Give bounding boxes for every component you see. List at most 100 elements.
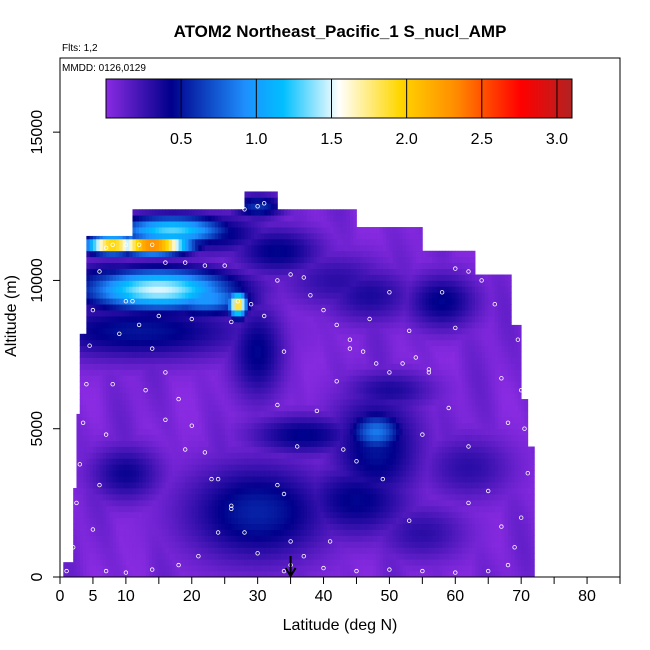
heatmap-cell [204, 339, 209, 347]
heatmap-cell [237, 262, 242, 269]
heatmap-cell [264, 541, 268, 548]
heatmap-cell [320, 357, 324, 364]
heatmap-cell [191, 553, 196, 560]
heatmap-cell [139, 410, 143, 418]
heatmap-cell [172, 446, 176, 453]
heatmap-cell [270, 523, 275, 530]
heatmap-cell [323, 369, 328, 376]
heatmap-cell [234, 286, 239, 293]
heatmap-cell [244, 511, 249, 519]
heatmap-cell [99, 434, 104, 441]
heatmap-cell [293, 250, 298, 258]
heatmap-cell [257, 298, 262, 305]
heatmap-cell [129, 488, 133, 495]
heatmap-cell [303, 393, 308, 400]
heatmap-cell [79, 547, 84, 554]
heatmap-cell [122, 274, 127, 281]
heatmap-cell [218, 571, 222, 577]
heatmap-cell [264, 333, 268, 341]
heatmap-cell [102, 381, 107, 388]
heatmap-cell [284, 517, 288, 525]
heatmap-cell [280, 541, 285, 548]
heatmap-cell [307, 274, 311, 281]
heatmap-cell [86, 357, 91, 364]
heatmap-cell [277, 547, 282, 554]
heatmap-cell [204, 399, 209, 406]
heatmap-cell [125, 363, 130, 370]
heatmap-cell [132, 310, 137, 317]
heatmap-cell [119, 316, 123, 323]
heatmap-cell [178, 339, 183, 347]
heatmap-cell [145, 256, 150, 264]
heatmap-cell [326, 351, 331, 358]
heatmap-cell [142, 499, 147, 507]
heatmap-cell [102, 256, 107, 264]
heatmap-cell [185, 541, 189, 548]
heatmap-cell [162, 244, 166, 252]
heatmap-cell [280, 553, 285, 560]
heatmap-cell [99, 262, 104, 269]
heatmap-cell [214, 458, 219, 465]
heatmap-cell [320, 304, 324, 311]
heatmap-cell [175, 511, 179, 519]
heatmap-cell [264, 505, 268, 513]
heatmap-cell [333, 232, 338, 240]
heatmap-cell [320, 369, 324, 376]
heatmap-cell [310, 250, 315, 258]
heatmap-cell [267, 215, 272, 222]
heatmap-cell [204, 387, 209, 394]
heatmap-cell [102, 268, 107, 275]
heatmap-cell [155, 434, 160, 441]
heatmap-cell [333, 505, 338, 513]
heatmap-cell [135, 422, 140, 430]
heatmap-cell [340, 571, 344, 577]
heatmap-cell [96, 256, 100, 264]
heatmap-cell [340, 244, 344, 252]
heatmap-cell [284, 232, 288, 240]
heatmap-cell [148, 227, 153, 234]
heatmap-cell [198, 268, 203, 275]
heatmap-cell [284, 304, 288, 311]
heatmap-cell [303, 387, 308, 394]
heatmap-cell [234, 268, 239, 275]
heatmap-cell [112, 511, 117, 519]
heatmap-cell [129, 369, 133, 376]
heatmap-cell [79, 476, 84, 483]
heatmap-cell [185, 571, 189, 577]
heatmap-cell [316, 458, 321, 465]
heatmap-cell [89, 351, 94, 358]
heatmap-cell [181, 345, 186, 352]
heatmap-cell [178, 553, 183, 560]
heatmap-cell [204, 232, 209, 240]
heatmap-cell [323, 535, 328, 542]
heatmap-cell [175, 488, 179, 495]
heatmap-cell [237, 369, 242, 376]
heatmap-cell [277, 393, 282, 400]
heatmap-cell [155, 410, 160, 418]
heatmap-cell [270, 511, 275, 519]
heatmap-cell [148, 470, 153, 477]
heatmap-cell [96, 262, 100, 269]
heatmap-cell [142, 571, 147, 577]
heatmap-cell [175, 274, 179, 281]
heatmap-cell [264, 404, 268, 412]
heatmap-cell [139, 393, 143, 400]
heatmap-cell [73, 565, 77, 572]
heatmap-cell [257, 404, 262, 412]
heatmap-cell [231, 363, 235, 370]
heatmap-cell [333, 517, 338, 525]
heatmap-cell [264, 250, 268, 258]
heatmap-cell [333, 345, 338, 352]
heatmap-cell [234, 227, 239, 234]
heatmap-cell [195, 292, 199, 299]
heatmap-cell [148, 363, 153, 370]
heatmap-cell [204, 221, 209, 228]
heatmap-cell [300, 351, 305, 358]
heatmap-cell [89, 499, 94, 507]
heatmap-cell [165, 428, 170, 436]
heatmap-cell [326, 387, 331, 394]
heatmap-cell [79, 387, 84, 394]
heatmap-cell [330, 238, 334, 246]
heatmap-cell [132, 333, 137, 341]
heatmap-cell [300, 209, 305, 216]
